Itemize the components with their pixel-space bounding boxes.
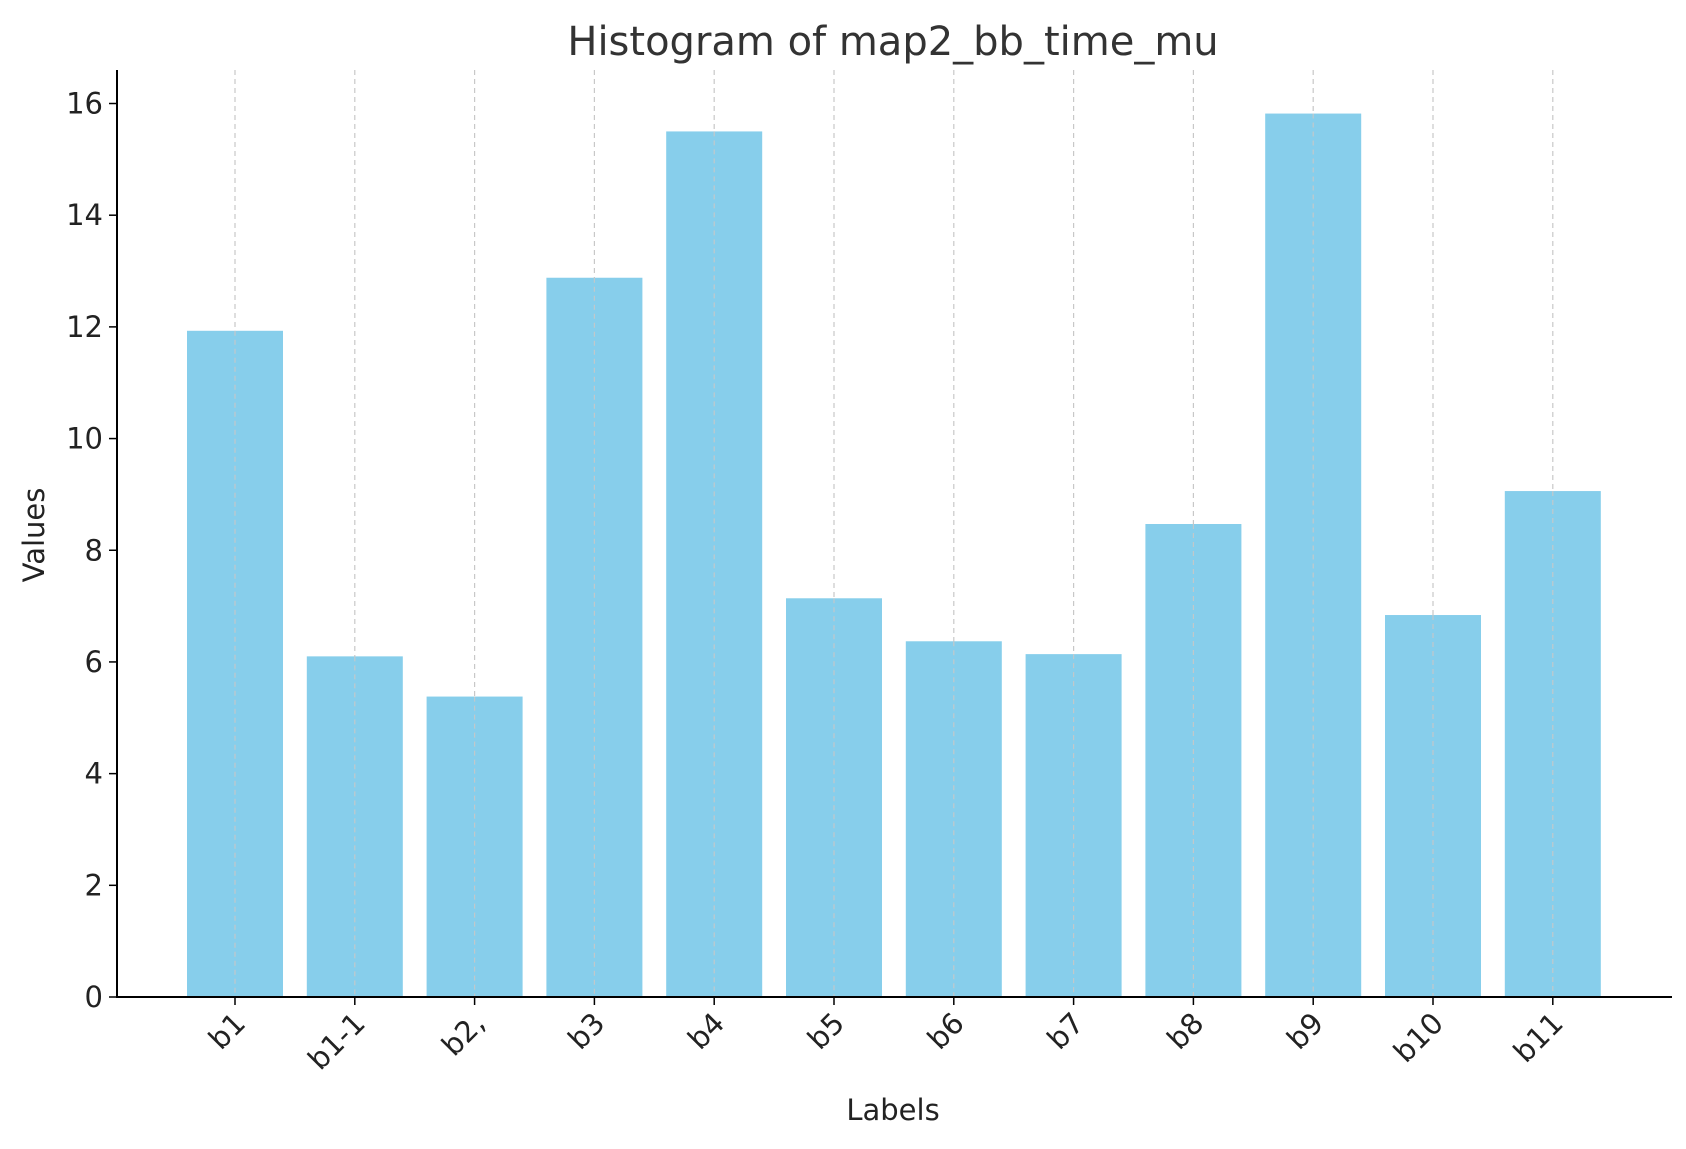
y-tick-label: 0 [85,980,103,1014]
axes [116,70,1672,998]
y-tick-label: 4 [85,757,103,791]
y-axis-label: Values [17,488,51,583]
bar-b3 [546,277,643,998]
bars [187,113,1601,998]
y-tick-label: 10 [66,422,103,456]
y-tick-label: 2 [85,868,103,902]
y-tick-label: 16 [66,87,103,121]
y-tick-label: 6 [85,645,103,679]
y-tick-label: 12 [66,310,103,344]
y-tick-label: 14 [66,198,103,232]
chart-title: Histogram of map2_bb_time_mu [567,19,1218,65]
bar-b2 [426,696,523,997]
y-tick-label: 8 [85,533,103,567]
bar-b6 [905,641,1002,997]
x-axis-label: Labels [846,1093,939,1127]
